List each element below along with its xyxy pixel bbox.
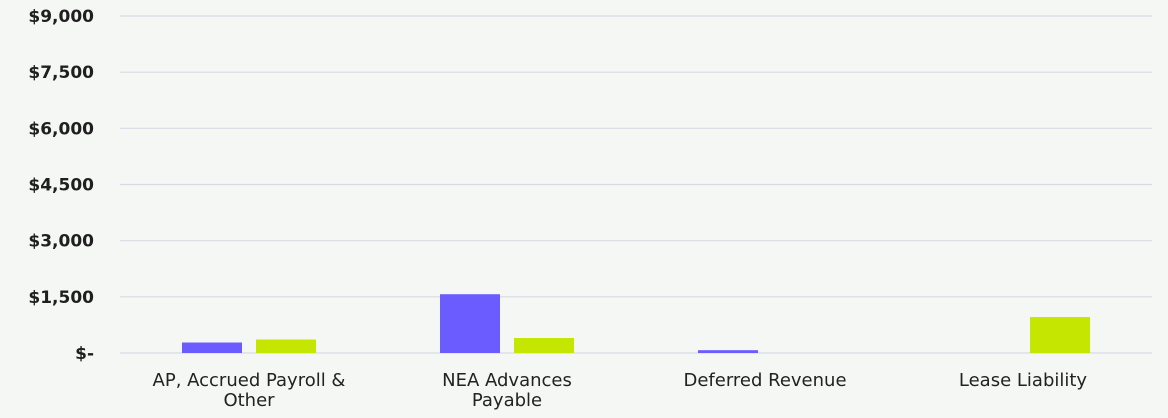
bar	[1030, 317, 1090, 353]
y-tick-label: $1,500	[28, 288, 94, 308]
x-category-label: Lease Liability	[959, 370, 1088, 391]
y-tick-label: $9,000	[28, 7, 94, 27]
y-tick-label: $3,000	[28, 232, 94, 252]
bar	[440, 294, 500, 353]
x-category-label: Deferred Revenue	[683, 370, 846, 391]
y-tick-label: $-	[75, 344, 94, 364]
y-axis-labels: $- $1,500 $3,000 $4,500 $6,000 $7,500 $9,000	[28, 7, 94, 364]
y-tick-label: $4,500	[28, 176, 94, 196]
bar	[182, 342, 242, 353]
x-axis-labels: AP, Accrued Payroll & Other NEA Advances Pa…	[153, 370, 1088, 411]
bar	[698, 350, 758, 353]
bars	[182, 294, 1090, 353]
y-tick-label: $6,000	[28, 119, 94, 139]
y-tick-label: $7,500	[28, 63, 94, 83]
bar	[256, 339, 316, 353]
x-category-label: AP, Accrued Payroll & Other	[153, 370, 346, 411]
grid-layer	[120, 15, 1152, 354]
x-category-label: NEA Advances Payable	[442, 370, 572, 411]
bar	[514, 338, 574, 353]
